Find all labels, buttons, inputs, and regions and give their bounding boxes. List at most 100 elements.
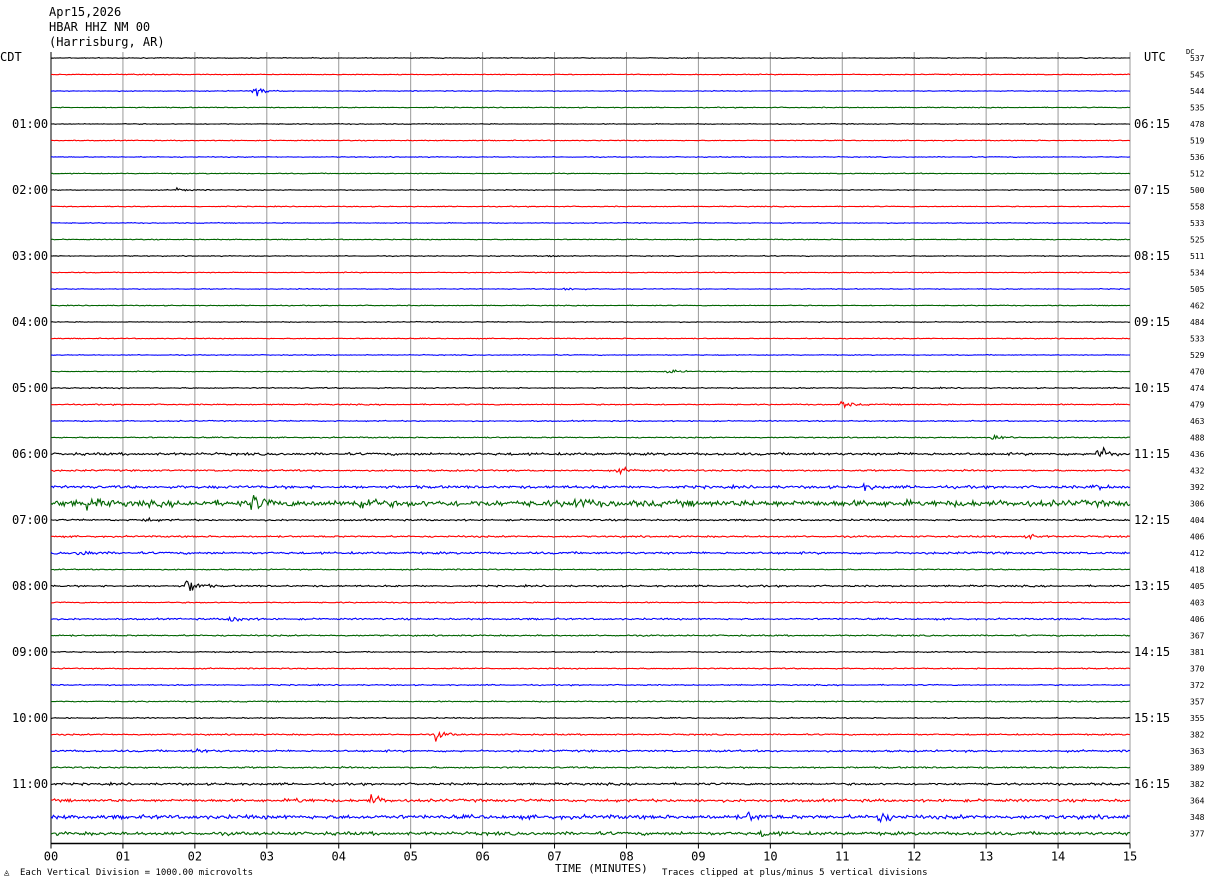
dc-offset-label: 470 bbox=[1190, 368, 1205, 377]
x-tick-label: 01 bbox=[116, 850, 130, 864]
dc-offset-label: 372 bbox=[1190, 681, 1205, 690]
dc-offset-label: 545 bbox=[1190, 71, 1205, 80]
seismic-trace-row-15 bbox=[50, 304, 1131, 307]
seismic-trace-row-46 bbox=[50, 811, 1131, 824]
x-tick-label: 11 bbox=[835, 850, 849, 864]
seismic-trace-row-2 bbox=[50, 87, 1131, 97]
x-tick-label: 04 bbox=[332, 850, 346, 864]
cdt-hour-label: 01:00 bbox=[12, 117, 48, 131]
utc-hour-label: 09:15 bbox=[1134, 315, 1170, 329]
dc-offset-label: 403 bbox=[1190, 599, 1205, 608]
left-timezone-label: CDT bbox=[0, 50, 22, 64]
dc-offset-label: 519 bbox=[1190, 137, 1205, 146]
seismic-trace-row-3 bbox=[50, 106, 1131, 109]
seismic-trace-row-25 bbox=[50, 465, 1131, 476]
row-labels: 537 545 544 535 478 519 536 512 500 558 533 525 511 5… bbox=[12, 54, 1205, 839]
seismic-trace-row-11 bbox=[50, 238, 1131, 241]
dc-offset-label: 536 bbox=[1190, 153, 1205, 162]
seismic-trace-row-12 bbox=[50, 254, 1130, 258]
seismic-trace-row-43 bbox=[50, 765, 1131, 770]
utc-hour-label: 13:15 bbox=[1134, 579, 1170, 593]
dc-offset-label: 392 bbox=[1190, 483, 1205, 492]
seismic-trace-row-16 bbox=[50, 320, 1131, 324]
dc-offset-label: 306 bbox=[1190, 500, 1205, 509]
dc-offset-label: 525 bbox=[1190, 236, 1205, 245]
seismic-trace-row-23 bbox=[50, 433, 1130, 440]
seismic-trace-row-17 bbox=[50, 337, 1131, 340]
dc-offset-label: 381 bbox=[1190, 648, 1205, 657]
utc-hour-label: 11:15 bbox=[1134, 447, 1170, 461]
x-tick-label: 06 bbox=[475, 850, 489, 864]
dc-offset-label: 505 bbox=[1190, 285, 1205, 294]
dc-offset-label: 463 bbox=[1190, 417, 1205, 426]
seismic-trace-row-29 bbox=[50, 533, 1131, 541]
dc-offset-label: 405 bbox=[1190, 582, 1205, 591]
utc-hour-label: 06:15 bbox=[1134, 117, 1170, 131]
seismic-trace-row-31 bbox=[50, 568, 1131, 571]
cdt-hour-label: 02:00 bbox=[12, 183, 48, 197]
dc-offset-label: 355 bbox=[1190, 714, 1205, 723]
dc-offset-label: 367 bbox=[1190, 632, 1205, 641]
cdt-hour-label: 05:00 bbox=[12, 381, 48, 395]
seismic-trace-row-47 bbox=[50, 829, 1131, 838]
cdt-hour-label: 11:00 bbox=[12, 777, 48, 791]
dc-offset-label: 533 bbox=[1190, 335, 1205, 344]
dc-offset-label: 412 bbox=[1190, 549, 1205, 558]
trace-group bbox=[50, 56, 1131, 838]
seismic-trace-row-1 bbox=[50, 73, 1131, 76]
utc-hour-label: 10:15 bbox=[1134, 381, 1170, 395]
seismic-trace-row-41 bbox=[50, 730, 1131, 742]
seismic-trace-row-20 bbox=[50, 386, 1131, 390]
seismic-trace-row-4 bbox=[50, 122, 1131, 126]
dc-offset-label: 370 bbox=[1190, 665, 1205, 674]
dc-offset-label: 533 bbox=[1190, 219, 1205, 228]
seismic-trace-row-5 bbox=[50, 139, 1131, 142]
cdt-hour-label: 09:00 bbox=[12, 645, 48, 659]
dc-offset-label: 377 bbox=[1190, 830, 1205, 839]
x-tick-label: 05 bbox=[403, 850, 417, 864]
seismic-trace-row-22 bbox=[50, 419, 1131, 423]
time-grid bbox=[50, 52, 1131, 845]
plot-date: Apr15,2026 bbox=[49, 5, 122, 19]
x-tick-label: 03 bbox=[260, 850, 274, 864]
seismic-trace-row-8 bbox=[51, 186, 1131, 192]
seismic-trace-row-13 bbox=[50, 271, 1131, 274]
seismic-trace-row-42 bbox=[50, 747, 1131, 754]
seismic-trace-row-44 bbox=[50, 781, 1131, 787]
cdt-hour-label: 10:00 bbox=[12, 711, 48, 725]
dc-offset-label: 404 bbox=[1190, 516, 1205, 525]
seismic-trace-row-7 bbox=[50, 172, 1131, 175]
dc-offset-label: 418 bbox=[1190, 566, 1205, 575]
seismic-trace-row-19 bbox=[50, 369, 1131, 374]
x-tick-label: 10 bbox=[763, 850, 777, 864]
dc-offset-label: 544 bbox=[1190, 87, 1205, 96]
right-timezone-label: UTC bbox=[1144, 50, 1166, 64]
cdt-hour-label: 08:00 bbox=[12, 579, 48, 593]
x-tick-label: 00 bbox=[44, 850, 58, 864]
dc-offset-label: 436 bbox=[1190, 450, 1205, 459]
seismic-trace-row-37 bbox=[50, 667, 1131, 670]
dc-offset-label: 389 bbox=[1190, 764, 1205, 773]
seismic-trace-row-21 bbox=[50, 400, 1131, 410]
seismic-trace-row-6 bbox=[51, 155, 1131, 159]
seismic-trace-row-34 bbox=[51, 615, 1131, 622]
dc-offset-label: 363 bbox=[1190, 747, 1205, 756]
dc-offset-label: 558 bbox=[1190, 203, 1205, 212]
utc-hour-label: 12:15 bbox=[1134, 513, 1170, 527]
seismic-trace-row-26 bbox=[50, 482, 1131, 492]
x-tick-label: 07 bbox=[547, 850, 561, 864]
dc-offset-label: 537 bbox=[1190, 54, 1205, 63]
utc-hour-label: 15:15 bbox=[1134, 711, 1170, 725]
dc-offset-label: 462 bbox=[1190, 302, 1205, 311]
seismic-trace-row-38 bbox=[50, 683, 1131, 687]
dc-offset-label: 500 bbox=[1190, 186, 1205, 195]
dc-offset-label: 535 bbox=[1190, 104, 1205, 113]
station-location: (Harrisburg, AR) bbox=[49, 35, 165, 49]
x-axis-title: TIME (MINUTES) bbox=[555, 862, 648, 875]
x-tick-label: 12 bbox=[907, 850, 921, 864]
x-tick-label: 13 bbox=[979, 850, 993, 864]
x-tick-label: 08 bbox=[619, 850, 633, 864]
utc-hour-label: 07:15 bbox=[1134, 183, 1170, 197]
seismic-trace-row-35 bbox=[50, 634, 1131, 638]
seismic-trace-row-27 bbox=[50, 495, 1131, 511]
